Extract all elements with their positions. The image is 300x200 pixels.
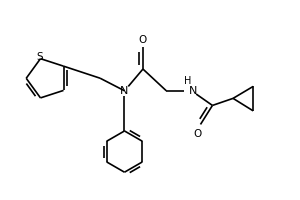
Text: O: O: [139, 35, 147, 45]
Text: S: S: [36, 52, 43, 62]
Text: N: N: [120, 86, 129, 96]
Text: H: H: [184, 76, 191, 86]
Text: O: O: [194, 129, 202, 139]
Text: N: N: [189, 86, 198, 96]
